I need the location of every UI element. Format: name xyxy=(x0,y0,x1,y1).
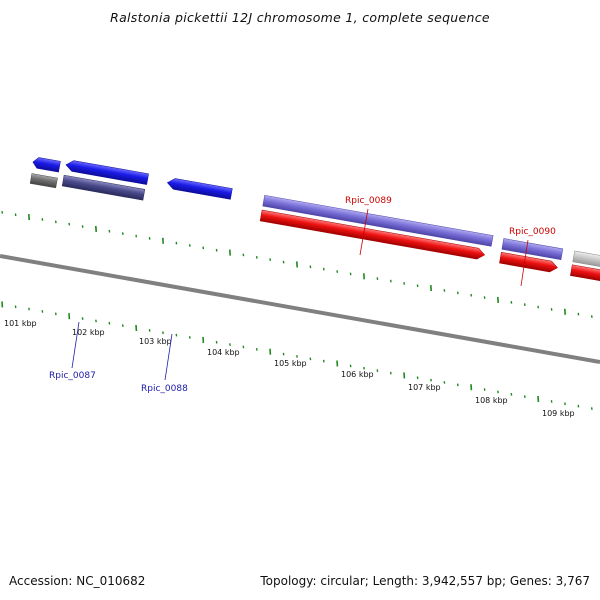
kbp-label-108: 108 kbp xyxy=(475,396,508,405)
kbp-scale-labels: 101 kbp 102 kbp 103 kbp 104 kbp 105 kbp … xyxy=(4,319,575,418)
gene-arrow-rpic-0089-reverse[interactable] xyxy=(259,209,486,260)
accession-text: Accession: NC_010682 xyxy=(9,574,146,588)
gene-callouts: Rpic_0087 Rpic_0088 Rpic_0089 Rpic_0090 xyxy=(49,196,556,394)
lower-tick-track xyxy=(1,301,593,410)
gene-arrow-rpic-0087-upper[interactable] xyxy=(65,159,149,185)
upper-tick-track xyxy=(1,210,593,318)
kbp-label-103: 103 kbp xyxy=(139,337,172,346)
kbp-label-105: 105 kbp xyxy=(274,359,307,368)
gene-rpic-0089-forward[interactable] xyxy=(262,194,494,247)
gene-arrow-rpic-0088[interactable] xyxy=(166,177,233,200)
callout-line-rpic-0088 xyxy=(164,333,173,381)
gene-label-rpic-0088[interactable]: Rpic_0088 xyxy=(141,384,188,394)
gene-rpic-0090-forward[interactable] xyxy=(501,238,564,260)
gene-label-rpic-0089[interactable]: Rpic_0089 xyxy=(345,196,392,206)
gene-label-rpic-0087[interactable]: Rpic_0087 xyxy=(49,371,96,381)
backbone-line xyxy=(0,254,600,364)
kbp-label-101: 101 kbp xyxy=(4,319,37,328)
gene-features xyxy=(29,157,600,287)
gene-red-right-edge[interactable] xyxy=(570,264,600,287)
gene-lightgray-forward[interactable] xyxy=(572,250,600,273)
kbp-label-107: 107 kbp xyxy=(408,383,441,392)
kbp-label-109: 109 kbp xyxy=(542,409,575,418)
kbp-label-106: 106 kbp xyxy=(341,370,374,379)
kbp-label-102: 102 kbp xyxy=(72,328,105,337)
callout-line-rpic-0089 xyxy=(359,208,369,256)
callout-line-rpic-0090 xyxy=(520,239,529,287)
topology-summary: Topology: circular; Length: 3,942,557 bp… xyxy=(260,574,590,588)
gene-gray-small[interactable] xyxy=(29,173,58,189)
gene-rpic-0087-lower[interactable] xyxy=(61,174,146,201)
callout-line-rpic-0087 xyxy=(71,321,80,369)
map-title: Ralstonia pickettii 12J chromosome 1, co… xyxy=(110,10,490,25)
gene-arrow-small-left[interactable] xyxy=(32,157,61,173)
gene-arrow-rpic-0090-reverse[interactable] xyxy=(499,251,558,273)
kbp-label-104: 104 kbp xyxy=(207,348,240,357)
gene-label-rpic-0090[interactable]: Rpic_0090 xyxy=(509,227,556,237)
